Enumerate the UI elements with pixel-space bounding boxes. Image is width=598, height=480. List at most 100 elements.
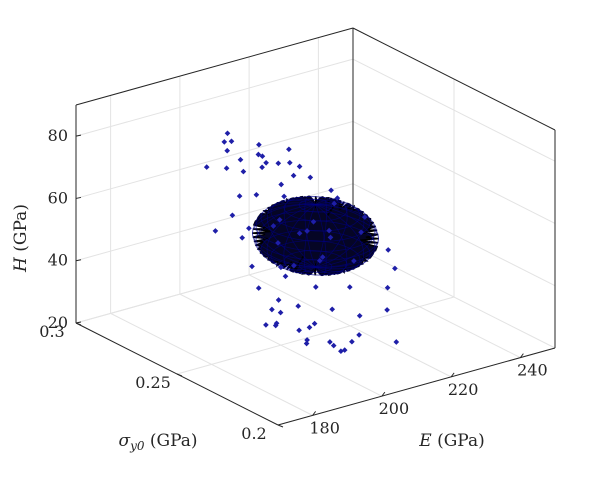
data-point [229, 212, 236, 219]
x-tick-label: 240 [517, 361, 548, 380]
ellipsoid-mesh [283, 197, 316, 268]
ellipsoid-mesh [315, 201, 365, 268]
x-tick-label: 200 [379, 399, 410, 418]
data-point [304, 337, 310, 343]
data-point [310, 218, 317, 225]
data-point [295, 303, 302, 309]
data-point [361, 214, 368, 220]
x-tick-label: 220 [448, 380, 479, 399]
x-tick [450, 372, 455, 378]
ellipsoid-mesh [251, 204, 316, 268]
ellipsoid-mesh [315, 196, 328, 268]
box-edge [75, 27, 354, 106]
data-point [237, 156, 244, 163]
grid-line [352, 120, 556, 224]
data-point [278, 181, 285, 188]
data-point [203, 164, 210, 170]
data-point [291, 262, 297, 269]
data-point [319, 254, 326, 260]
data-point [296, 327, 302, 334]
data-point [275, 240, 281, 246]
ellipsoid-mesh [315, 204, 376, 270]
data-point [249, 263, 255, 270]
data-point [311, 320, 318, 327]
grid-line [352, 245, 556, 349]
ellipsoid-surface [251, 195, 380, 277]
data-point [326, 227, 332, 234]
data-point [228, 138, 235, 145]
data-point [296, 163, 303, 170]
data-point [259, 153, 266, 160]
data-point [330, 342, 337, 349]
data-point [331, 200, 338, 207]
data-point [224, 130, 231, 137]
data-point [276, 216, 283, 223]
data-point [236, 193, 243, 199]
z-tick [75, 259, 82, 262]
data-point [349, 338, 355, 345]
data-point [327, 234, 334, 241]
ellipsoid-mesh [315, 204, 380, 268]
ellipsoid-mesh [266, 204, 316, 271]
y-tick [277, 424, 284, 428]
data-point [246, 225, 252, 232]
data-point [277, 309, 284, 316]
data-point [223, 165, 230, 172]
x-axis-label: E (GPa) [418, 431, 484, 451]
data-point [255, 285, 262, 291]
ellipsoid-mesh [283, 204, 316, 274]
ellipsoid-mesh [255, 202, 316, 268]
ellipsoid-mesh [315, 198, 348, 268]
grid-line [75, 120, 354, 199]
ellipsoid-mesh [315, 204, 327, 276]
data-point [290, 172, 297, 179]
data-point [224, 147, 231, 154]
y-tick-label: 0.2 [241, 424, 266, 443]
ticks [75, 134, 524, 428]
x-tick [381, 391, 386, 397]
data-point [270, 223, 277, 229]
data-point [303, 340, 310, 347]
data-point [259, 164, 265, 171]
data-point [286, 146, 292, 153]
grid-line [352, 58, 556, 162]
data-point [358, 229, 364, 236]
data-point [329, 306, 336, 313]
data-point [356, 312, 363, 319]
y-tick [176, 373, 183, 377]
data-point [312, 284, 319, 290]
data-point [282, 273, 289, 280]
y-tick-label: 0.25 [135, 373, 171, 392]
x-tick-label: 180 [309, 418, 340, 437]
data-point [316, 257, 323, 264]
z-tick-label: 60 [48, 188, 68, 207]
data-point [263, 159, 269, 166]
data-point [384, 307, 390, 313]
ellipsoid-mesh [266, 199, 316, 268]
ellipsoid-mesh [303, 204, 316, 276]
data-point [296, 230, 303, 237]
tick-labels: 180 200 220 240 0.2 0.25 0.320 40 60 80 [39, 126, 547, 443]
scatter-points [203, 130, 400, 355]
grid-line [352, 183, 556, 287]
data-point [255, 151, 262, 158]
z-tick [75, 196, 82, 199]
box-edge [277, 347, 556, 426]
data-point [281, 193, 287, 200]
data-point [275, 160, 282, 167]
data-point [212, 228, 219, 234]
axes-box-back [75, 27, 556, 348]
z-tick-label: 20 [48, 313, 68, 332]
data-point [272, 322, 279, 329]
data-point [240, 168, 247, 175]
y-tick-label: 0.3 [39, 322, 64, 341]
x-tick [312, 411, 317, 416]
y-axis-label: σy0 (GPa) [118, 431, 197, 453]
z-tick-label: 80 [48, 126, 68, 145]
data-point [351, 258, 357, 264]
data-point [385, 247, 392, 253]
ellipsoid-mesh [304, 195, 316, 268]
ellipsoid-mesh [315, 203, 376, 268]
data-point [278, 264, 284, 271]
